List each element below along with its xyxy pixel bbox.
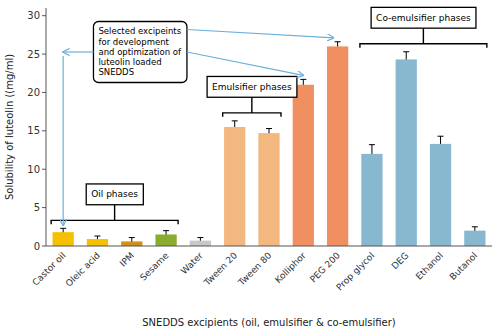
bar [361,154,382,246]
annotation-text: Oil phases [91,189,138,199]
bar [121,241,142,246]
y-tick [42,92,46,93]
x-axis [46,246,492,247]
y-tick-label: 20 [27,87,40,98]
x-tick-label: Kolliphor [273,250,308,285]
annotation: Selected excipeintsfor developmentand op… [93,22,186,83]
y-axis-label: Solubility of luteolin ((mg/ml) [4,54,15,200]
x-tick-label: Tween 20 [201,250,239,288]
y-tick-label: 0 [34,241,40,252]
annotation-arrow [187,30,334,38]
annotation-box [86,184,143,205]
x-tick-label: Water [179,250,205,276]
x-tick-label: DEG [390,250,411,271]
bar [53,232,74,246]
annotation-arrow [187,52,303,75]
annotation-text: Selected excipeintsfor developmentand op… [98,26,181,77]
x-tick-label: Oleic acid [64,250,102,288]
y-tick [42,246,46,247]
y-tick-label: 15 [27,125,40,136]
chart: 0 5 10 15 20 25 30 Castor oilOleic acid IPMSesam… [0,0,500,334]
annotation-box [207,76,297,97]
y-tick-label: 10 [27,164,40,175]
x-tick-label: Sesame [138,250,171,283]
bar [155,234,176,246]
annotation-bracket [51,205,178,225]
x-tick-label: Butanol [448,250,480,282]
bar [258,133,279,246]
y-tick-label: 25 [27,49,40,60]
annotation: Co-emulsifier phases [371,7,476,28]
x-tick-label: PEG 200 [308,250,342,284]
x-tick-label: Prop glycol [334,250,376,292]
x-tick-label: IPM [118,250,136,268]
bar [190,241,211,246]
annotation-arrow [63,56,64,225]
y-tick [42,54,46,55]
annotation: Emulsifier phases [207,76,297,97]
annotation-box [371,7,476,28]
annotation-text: Emulsifier phases [212,82,292,92]
annotation-box [93,22,186,83]
y-tick-label: 5 [34,202,40,213]
annotation-text: Co-emulsifier phases [376,13,471,23]
bar [396,59,417,246]
annotation-arrow [63,51,93,52]
bar [464,231,485,246]
bar [224,127,245,246]
bar [293,85,314,246]
x-tick-label: Castor oil [30,250,67,287]
y-tick [42,15,46,16]
annotation: Oil phases [86,184,143,205]
x-tick-label: Tween 80 [236,250,274,288]
x-tick-label: Ethanol [414,250,445,281]
x-axis-label: SNEDDS excipients (oil, emulsifier & co-… [142,317,396,328]
bar [327,46,348,246]
y-tick [42,207,46,208]
y-axis [46,8,47,246]
annotation-bracket [360,28,487,48]
bar [87,239,108,246]
bar [430,144,451,246]
y-tick-label: 30 [27,10,40,21]
annotation-bracket [223,97,281,117]
y-tick [42,130,46,131]
y-tick [42,169,46,170]
bars [60,42,478,245]
